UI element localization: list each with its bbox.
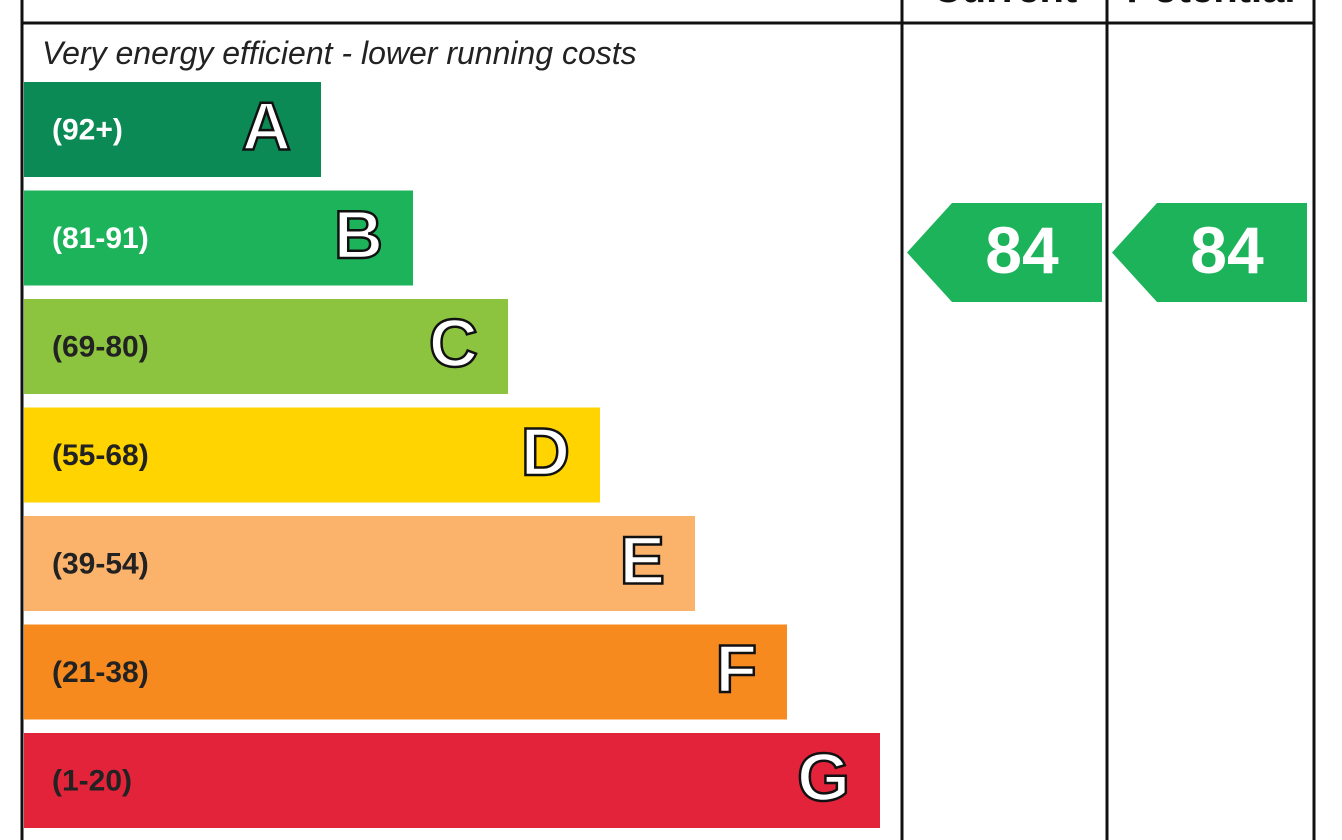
band-range: (81-91): [52, 222, 149, 255]
band-range: (21-38): [52, 656, 149, 689]
band-range: (55-68): [52, 439, 149, 472]
band-bar: [24, 733, 880, 828]
band-range: (1-20): [52, 764, 132, 797]
top-note: Very energy efficient - lower running co…: [42, 35, 637, 71]
frame: [20, 0, 1316, 840]
band-letter: E: [620, 522, 665, 598]
band-letter: F: [715, 631, 757, 707]
band-bar: [24, 190, 413, 286]
band-range: (69-80): [52, 330, 149, 363]
current-value: 84: [985, 213, 1059, 287]
band-letter: A: [242, 88, 291, 164]
band-letter: C: [429, 305, 478, 381]
current-header: Current: [933, 0, 1077, 11]
band-bar: [24, 624, 787, 720]
potential-arrow: [1112, 203, 1307, 302]
band-range: (39-54): [52, 547, 149, 580]
band-bar: [24, 516, 695, 611]
band-range: (92+): [52, 113, 123, 146]
band-letter: D: [521, 414, 570, 490]
band-bar: [24, 407, 600, 503]
current-arrow: [907, 203, 1102, 302]
potential-header: Potential: [1127, 0, 1296, 11]
potential-value: 84: [1190, 213, 1264, 287]
band-bar: [24, 299, 508, 394]
band-letter: G: [797, 739, 850, 815]
band-bar: [24, 82, 321, 177]
band-letter: B: [334, 197, 383, 273]
